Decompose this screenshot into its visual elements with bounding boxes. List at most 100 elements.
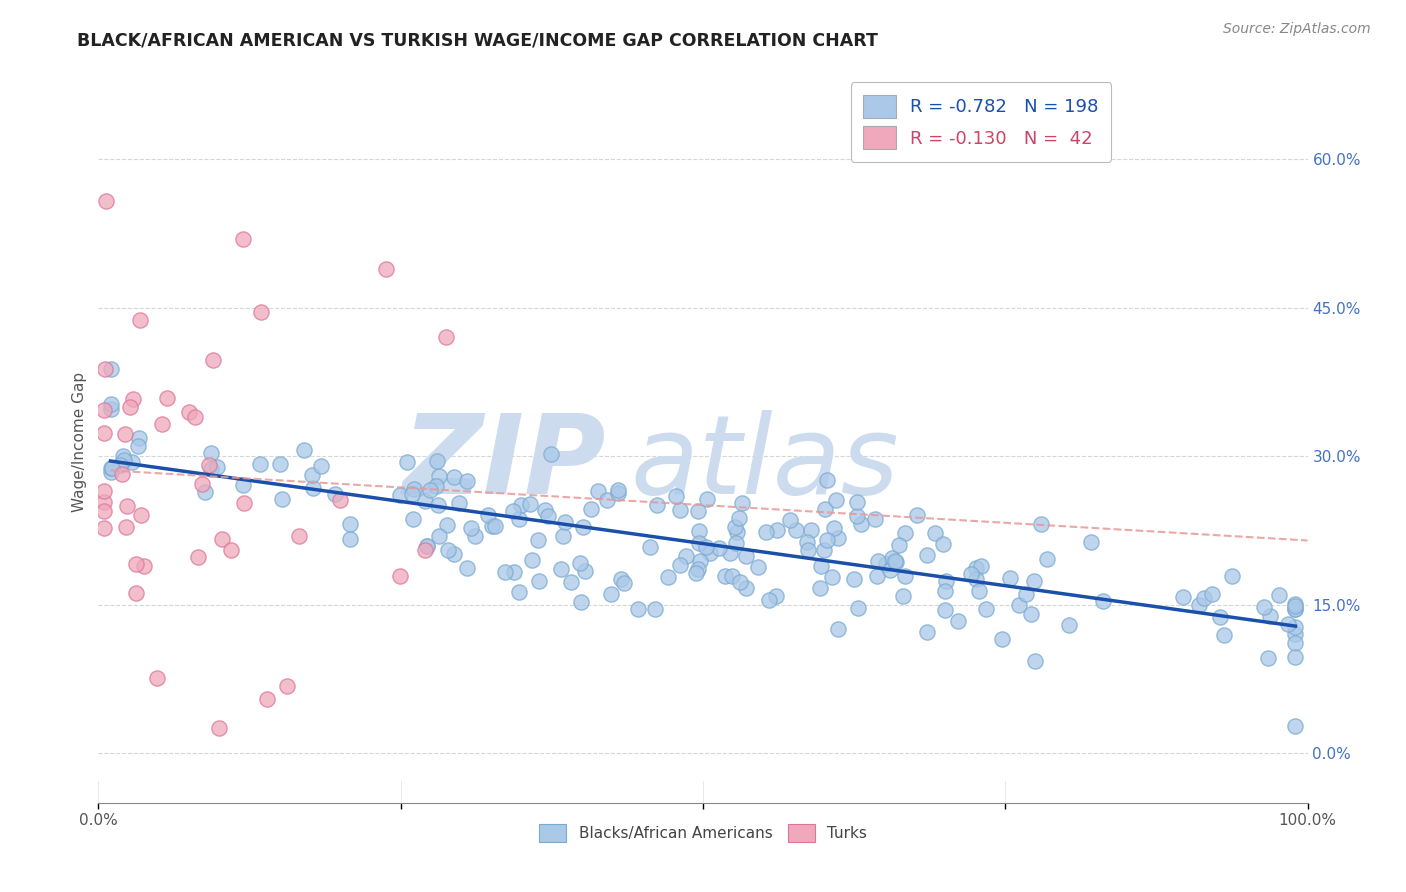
Point [765, 589, 787, 603]
Point [686, 503, 709, 517]
Point [93, 521, 115, 535]
Point [128, 431, 150, 445]
Point [785, 523, 807, 537]
Point [574, 564, 596, 578]
Point [534, 503, 557, 517]
Point [688, 524, 710, 538]
Point [200, 461, 222, 475]
Point [110, 458, 132, 472]
Point [179, 404, 201, 418]
Point [613, 575, 636, 590]
Point [606, 485, 628, 500]
Legend: Blacks/African Americans, Turks: Blacks/African Americans, Turks [531, 816, 875, 849]
Point [502, 504, 524, 518]
Point [484, 519, 506, 533]
Point [402, 482, 425, 496]
Point [596, 493, 619, 508]
Point [695, 540, 717, 554]
Point [101, 461, 124, 475]
Point [644, 602, 666, 616]
Point [100, 465, 122, 479]
Point [93, 503, 115, 517]
Point [1284, 602, 1306, 616]
Point [520, 553, 543, 567]
Point [426, 454, 449, 468]
Point [100, 401, 122, 416]
Point [249, 458, 271, 472]
Point [725, 536, 748, 550]
Point [1080, 535, 1102, 549]
Point [969, 558, 991, 573]
Point [893, 569, 915, 583]
Point [688, 562, 710, 576]
Point [197, 458, 219, 472]
Point [427, 469, 450, 483]
Point [813, 543, 835, 558]
Point [418, 483, 440, 497]
Point [402, 512, 425, 526]
Point [1253, 599, 1275, 614]
Point [1188, 599, 1211, 613]
Point [554, 515, 576, 529]
Point [121, 392, 143, 407]
Point [276, 680, 298, 694]
Point [965, 561, 987, 575]
Point [232, 496, 254, 510]
Point [202, 352, 225, 367]
Point [434, 330, 457, 344]
Point [797, 542, 820, 557]
Text: BLACK/AFRICAN AMERICAN VS TURKISH WAGE/INCOME GAP CORRELATION CHART: BLACK/AFRICAN AMERICAN VS TURKISH WAGE/I… [77, 31, 879, 49]
Point [707, 541, 730, 555]
Point [1036, 552, 1059, 566]
Point [765, 523, 787, 537]
Point [447, 496, 470, 510]
Point [1284, 599, 1306, 613]
Point [1277, 617, 1299, 632]
Point [456, 474, 478, 488]
Point [519, 497, 541, 511]
Point [935, 574, 957, 588]
Point [967, 584, 990, 599]
Point [823, 521, 845, 535]
Point [1284, 650, 1306, 665]
Point [842, 572, 865, 586]
Point [685, 566, 707, 581]
Point [728, 575, 751, 590]
Point [821, 570, 844, 584]
Point [699, 546, 721, 560]
Point [665, 489, 688, 503]
Point [269, 458, 291, 472]
Point [875, 557, 897, 571]
Point [131, 508, 153, 522]
Point [232, 232, 254, 246]
Point [527, 533, 550, 547]
Point [657, 570, 679, 584]
Point [232, 478, 254, 492]
Point [427, 498, 450, 512]
Point [1257, 651, 1279, 665]
Point [339, 516, 361, 531]
Point [725, 524, 748, 539]
Point [669, 503, 692, 517]
Point [187, 549, 209, 564]
Point [569, 595, 592, 609]
Point [481, 518, 503, 533]
Point [1284, 627, 1306, 641]
Point [934, 584, 956, 599]
Point [884, 554, 907, 568]
Point [824, 493, 846, 508]
Point [600, 587, 623, 601]
Point [675, 549, 697, 564]
Text: Source: ZipAtlas.com: Source: ZipAtlas.com [1223, 22, 1371, 37]
Point [714, 569, 737, 583]
Point [1258, 608, 1281, 623]
Point [721, 568, 744, 582]
Point [747, 559, 769, 574]
Point [127, 439, 149, 453]
Point [1284, 620, 1306, 634]
Point [249, 305, 271, 319]
Point [586, 483, 609, 498]
Y-axis label: Wage/Income Gap: Wage/Income Gap [72, 371, 87, 512]
Point [880, 551, 903, 566]
Point [731, 496, 754, 510]
